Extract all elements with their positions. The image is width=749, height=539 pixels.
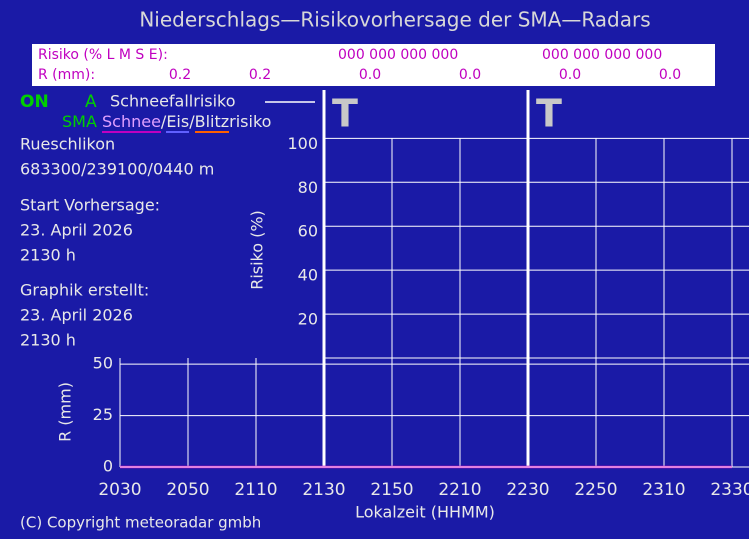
y-axis-label: Risiko (%) <box>248 210 267 290</box>
info: 23. April 2026 <box>20 221 133 240</box>
x-tick-label: 2130 <box>302 480 345 500</box>
y-tick-label: 25 <box>93 405 113 424</box>
info: Start Vorhersage: <box>20 196 160 215</box>
info: 683300/239100/0440 m <box>20 160 214 179</box>
summary-box <box>32 44 715 86</box>
y-tick-label: 60 <box>298 222 318 241</box>
x-tick-label: 2210 <box>438 480 481 500</box>
y-tick-label: 0 <box>103 457 113 476</box>
x-tick-label: 2230 <box>506 480 549 500</box>
title: Niederschlags—Risikovorhersage der SMA—R… <box>139 8 650 32</box>
risk-word: risiko <box>229 112 272 131</box>
rain-value: 0.2 <box>169 67 191 83</box>
info: Graphik erstellt: <box>20 281 149 300</box>
info: 23. April 2026 <box>20 306 133 325</box>
rain-label: R (mm): <box>38 67 95 83</box>
y-tick-label: 50 <box>93 354 113 373</box>
snow-risk-label: Schneefallrisiko <box>110 92 236 111</box>
y-axis-label: R (mm) <box>56 382 75 442</box>
x-tick-label: 2110 <box>234 480 277 500</box>
x-axis-label: Lokalzeit (HHMM) <box>355 503 495 522</box>
x-tick-label: 2150 <box>370 480 413 500</box>
snow-label: Schnee <box>102 112 161 133</box>
x-tick-label: 2030 <box>98 480 141 500</box>
x-tick-label: 2330 <box>710 480 749 500</box>
x-tick-label: 2250 <box>574 480 617 500</box>
copyright: (C) Copyright meteoradar gmbh <box>20 514 261 532</box>
annotation: T <box>536 92 562 136</box>
a-label: A <box>85 92 97 112</box>
y-tick-label: 20 <box>298 310 318 329</box>
rain-value: 0.0 <box>459 67 481 83</box>
x-tick-label: 2310 <box>642 480 685 500</box>
annotation: T <box>332 92 358 136</box>
risk-label: Risiko (% L M S E): <box>38 47 168 63</box>
y-tick-label: 40 <box>298 266 318 285</box>
ice-label: Eis <box>166 112 190 133</box>
slash: / <box>160 112 167 131</box>
rain-value: 0.2 <box>249 67 271 83</box>
info: 2130 h <box>20 331 76 350</box>
x-tick-label: 2050 <box>166 480 209 500</box>
rain-value: 0.0 <box>359 67 381 83</box>
info: 2130 h <box>20 246 76 265</box>
risk-values: 000 000 000 000 <box>542 47 662 63</box>
rain-value: 0.0 <box>659 67 681 83</box>
legend-row: SMA Schnee/Eis/Blitzrisiko <box>62 112 271 133</box>
slash: / <box>189 112 195 131</box>
info: Rueschlikon <box>20 135 115 154</box>
y-tick-label: 80 <box>298 178 318 197</box>
risk-values: 000 000 000 000 <box>338 47 458 63</box>
rain-value: 0.0 <box>559 67 581 83</box>
sma-label: SMA <box>62 112 97 131</box>
y-tick-label: 100 <box>287 134 318 153</box>
on-label: ON <box>20 92 49 112</box>
lightning-label: Blitz <box>194 112 230 133</box>
